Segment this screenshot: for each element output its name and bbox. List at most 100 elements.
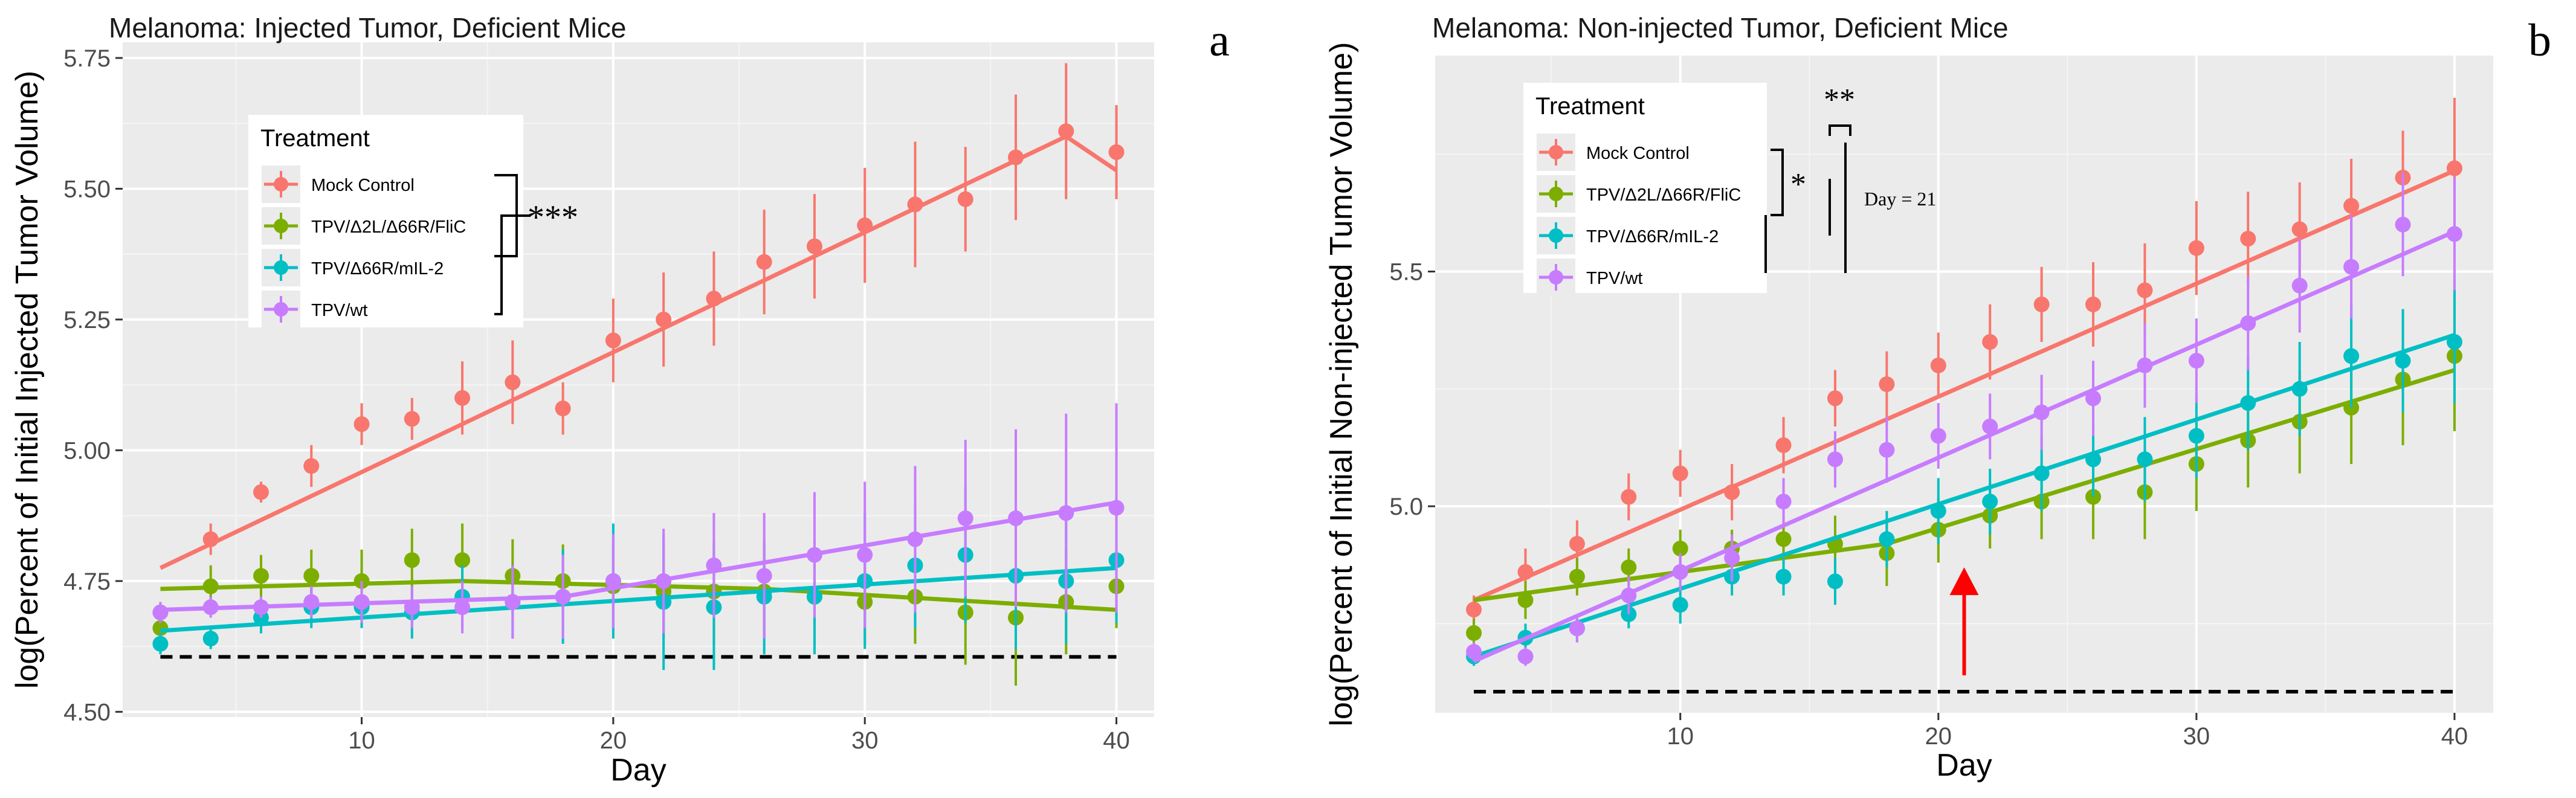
legend-key-point (274, 177, 288, 191)
series-3 (1466, 173, 2462, 666)
data-point (353, 416, 370, 433)
data-point (2446, 160, 2462, 176)
x-tick-label: 10 (1667, 723, 1694, 750)
data-point (2085, 451, 2102, 468)
data-point (253, 484, 269, 500)
data-point (806, 547, 822, 563)
data-point (2343, 259, 2360, 275)
data-point (1724, 484, 1740, 500)
data-point (706, 291, 722, 307)
data-point (957, 191, 973, 207)
data-point (1930, 503, 1946, 519)
data-point (253, 599, 269, 616)
x-tick-label: 40 (2441, 723, 2468, 750)
data-point (1775, 568, 1792, 585)
data-point (202, 631, 219, 647)
data-point (303, 594, 320, 610)
data-point (907, 196, 923, 213)
data-point (1621, 559, 1637, 576)
data-point (2291, 381, 2308, 397)
data-point (656, 573, 672, 589)
data-point (1108, 500, 1125, 516)
data-point (2137, 282, 2153, 298)
data-point (1621, 489, 1637, 505)
data-point (1879, 442, 1895, 458)
data-point (1569, 620, 1585, 637)
legend-item-label: TPV/Δ66R/mIL-2 (1586, 227, 1719, 246)
data-point (2446, 334, 2462, 350)
data-point (1672, 597, 1688, 613)
y-tick-label: 5.5 (1389, 259, 1423, 285)
chart-title: Melanoma: Non-injected Tumor, Deficient … (1432, 12, 2009, 43)
legend-item-label: TPV/Δ66R/mIL-2 (311, 259, 444, 278)
data-point (2137, 357, 2153, 373)
data-point (2343, 198, 2360, 214)
panel-b: 10 20 30 40 5.0 5.5 Melanoma: Non-injected Tum… (1324, 12, 2551, 783)
data-point (1621, 587, 1637, 603)
data-point (605, 332, 621, 349)
data-point (1930, 357, 1946, 373)
y-tick-label: 4.75 (63, 568, 111, 595)
data-point (404, 411, 420, 427)
significance-label-single: * (1790, 167, 1806, 202)
data-point (2395, 216, 2411, 233)
data-point (706, 557, 722, 573)
significance-bracket-outer (494, 214, 517, 315)
data-point (806, 238, 822, 254)
x-axis-label: Day (1936, 748, 1992, 783)
data-point (2033, 404, 2050, 420)
data-point (2240, 231, 2256, 247)
legend-title: Treatment (260, 125, 370, 152)
data-point (1827, 390, 1843, 407)
legend-title: Treatment (1535, 93, 1645, 120)
series-0 (152, 63, 1125, 623)
data-point (1108, 144, 1125, 160)
y-tick-label: 5.0 (1389, 494, 1423, 520)
significance-bracket-double (1829, 124, 1851, 136)
data-point (1775, 531, 1792, 547)
series-3 (152, 403, 1125, 639)
data-point (1466, 625, 1482, 641)
data-point (1466, 643, 1482, 660)
data-point (2085, 390, 2102, 407)
fit-line (1473, 169, 2456, 602)
data-point (2137, 451, 2153, 468)
y-axis-label: log(Percent of Initial Injected Tumor Vo… (10, 71, 45, 689)
legend-item-label: TPV/Δ2L/Δ66R/FliC (311, 217, 466, 237)
data-point (2395, 353, 2411, 369)
data-point (1466, 602, 1482, 618)
data-point (1827, 573, 1843, 590)
data-point (505, 374, 521, 390)
legend: Treatment Mock Control TPV/Δ2L/Δ66R/FliC TP… (1523, 83, 1767, 296)
data-point (404, 599, 420, 616)
data-point (605, 573, 621, 589)
data-point (2343, 348, 2360, 364)
data-point (404, 552, 420, 568)
x-tick-label: 30 (2183, 723, 2210, 750)
data-point (2291, 221, 2308, 237)
data-point (1517, 648, 1534, 664)
data-point (303, 458, 320, 474)
data-point (2291, 277, 2308, 294)
red-arrow-head (1949, 567, 1979, 596)
data-point (1621, 606, 1637, 622)
data-point (202, 599, 219, 616)
legend-item-label: TPV/wt (1586, 269, 1642, 288)
data-point (756, 254, 772, 270)
data-point (1930, 428, 1946, 444)
legend-key-point (1549, 187, 1563, 201)
data-point (1058, 505, 1074, 521)
data-point (1008, 510, 1024, 526)
data-point (2033, 465, 2050, 481)
data-point (1672, 541, 1688, 556)
data-point (454, 599, 471, 616)
y-tick-label: 4.50 (63, 699, 111, 726)
data-point (1008, 149, 1024, 166)
data-point (2240, 395, 2256, 411)
data-point (857, 547, 873, 563)
x-tick-label: 10 (348, 727, 375, 754)
day-annotation: Day = 21 (1864, 188, 1936, 210)
x-tick-label: 40 (1103, 727, 1130, 754)
y-tick-label: 5.75 (63, 45, 111, 72)
x-axis-label: Day (610, 753, 666, 788)
